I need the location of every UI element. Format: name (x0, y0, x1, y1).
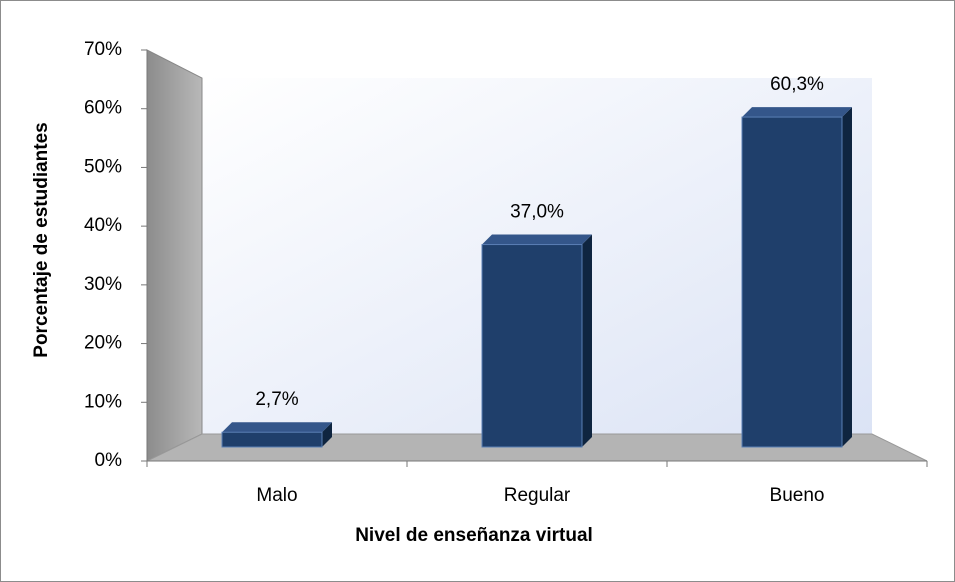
value-label: 2,7% (255, 389, 298, 410)
y-tick-label: 70% (84, 39, 122, 60)
bar (741, 116, 843, 448)
bar (221, 431, 323, 448)
x-tick-label: Malo (256, 485, 297, 506)
x-tick-label: Bueno (770, 485, 825, 506)
y-tick-label: 60% (84, 98, 122, 119)
bar-side (322, 422, 332, 447)
value-label: 60,3% (770, 74, 824, 95)
value-label: 37,0% (510, 202, 564, 223)
x-tick-label: Regular (504, 485, 571, 506)
bar-top (742, 107, 852, 118)
y-tick-label: 50% (84, 156, 122, 177)
y-tick-label: 20% (84, 333, 122, 354)
bar (481, 244, 583, 448)
y-tick-label: 0% (95, 450, 123, 471)
y-tick-label: 40% (84, 215, 122, 236)
side-wall (146, 49, 203, 462)
y-tick-label: 10% (84, 391, 122, 412)
y-tick-label: 30% (84, 274, 122, 295)
bar-side (582, 234, 592, 447)
bar-top (482, 234, 592, 245)
y-axis-title: Porcentaje de estudiantes (31, 122, 52, 357)
bar-top (222, 422, 332, 433)
x-axis-title: Nivel de enseñanza virtual (355, 525, 593, 546)
bar-side (842, 107, 852, 447)
